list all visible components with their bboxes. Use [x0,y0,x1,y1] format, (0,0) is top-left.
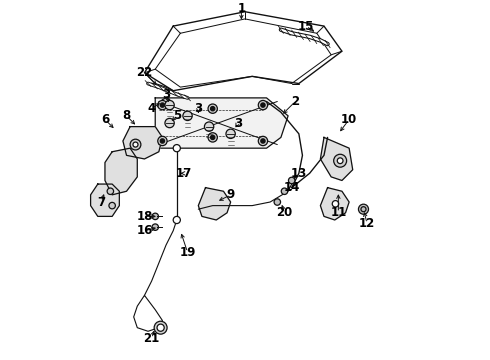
Text: 10: 10 [341,113,357,126]
Circle shape [289,177,295,184]
Circle shape [173,216,180,224]
Text: 15: 15 [298,19,314,33]
Circle shape [281,188,288,194]
Text: 18: 18 [136,210,153,223]
Circle shape [160,139,165,143]
Polygon shape [320,188,349,220]
Text: 3: 3 [194,102,202,115]
Text: 6: 6 [101,113,109,126]
Circle shape [133,142,138,147]
Text: 1: 1 [237,2,245,15]
Polygon shape [198,188,231,220]
Circle shape [165,100,174,110]
Circle shape [165,118,174,128]
Text: 3: 3 [234,117,242,130]
Circle shape [337,158,343,163]
Circle shape [157,324,164,331]
Circle shape [332,201,339,207]
Circle shape [208,133,218,142]
Circle shape [211,107,215,111]
Circle shape [152,213,158,220]
Text: 16: 16 [136,224,153,237]
Circle shape [258,136,268,146]
Circle shape [274,199,281,205]
Circle shape [261,139,265,143]
Text: 13: 13 [291,167,307,180]
Text: 14: 14 [284,181,300,194]
Text: 4: 4 [147,102,156,115]
Circle shape [334,154,346,167]
Text: 3: 3 [162,88,170,101]
Text: 12: 12 [359,217,375,230]
Circle shape [154,321,167,334]
Circle shape [152,224,158,230]
Text: 22: 22 [136,66,152,79]
Circle shape [130,139,141,150]
Text: 2: 2 [291,95,299,108]
Polygon shape [123,127,162,159]
Circle shape [226,129,235,139]
Text: 11: 11 [330,206,346,219]
Circle shape [258,100,268,110]
Text: 9: 9 [226,188,235,201]
Circle shape [109,202,115,209]
Circle shape [160,103,165,107]
Circle shape [208,104,218,113]
Text: 5: 5 [172,109,181,122]
Circle shape [211,135,215,140]
Text: 7: 7 [98,195,105,208]
Circle shape [261,103,265,107]
Circle shape [173,145,180,152]
Circle shape [359,204,368,214]
Text: 21: 21 [144,332,160,345]
Circle shape [158,100,167,110]
Polygon shape [91,184,120,216]
Circle shape [204,122,214,131]
Text: 20: 20 [276,206,293,219]
Circle shape [107,188,114,194]
Circle shape [183,111,192,121]
Text: 17: 17 [176,167,192,180]
Polygon shape [105,148,137,195]
Polygon shape [155,98,288,148]
Circle shape [158,136,167,146]
Text: 8: 8 [122,109,131,122]
Text: 19: 19 [179,246,196,259]
Polygon shape [320,138,353,180]
